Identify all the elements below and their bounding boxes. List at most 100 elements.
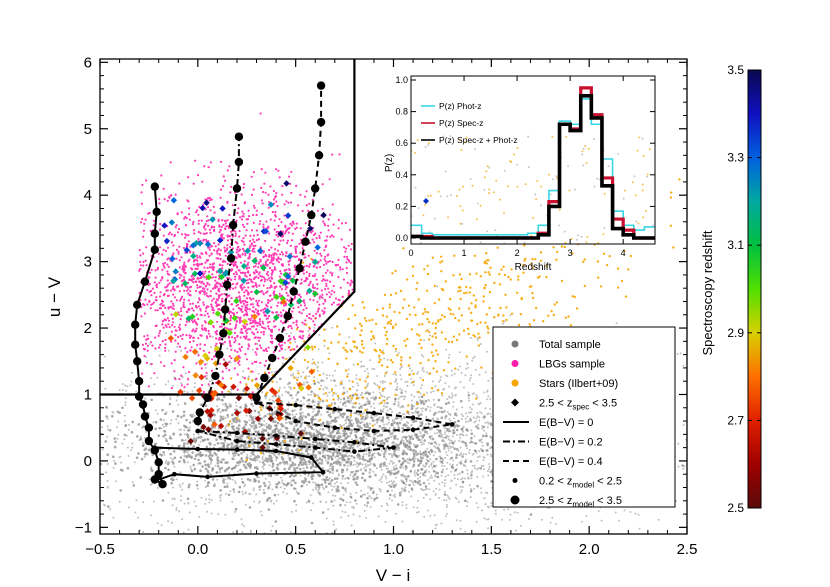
spec-z-diamond <box>277 230 284 238</box>
legend-box <box>492 326 676 508</box>
inset-bleed-dot <box>574 188 577 191</box>
model-point-high-z <box>150 229 159 238</box>
model-point-high-z <box>275 333 285 343</box>
inset-bleed-dot <box>581 150 584 153</box>
inset-series-0 <box>411 98 655 236</box>
spec-z-diamond <box>209 216 216 223</box>
inset-bleed-dot <box>458 139 461 142</box>
colorbar-tick-label: 3.5 <box>727 63 744 77</box>
spec-z-diamond <box>182 353 189 361</box>
spec-z-diamond <box>271 389 279 396</box>
y-tick-label: 3 <box>84 254 92 271</box>
inset-x-tick-label: 3 <box>568 248 573 258</box>
spec-z-diamond <box>284 212 292 219</box>
y-tick-label: 1 <box>84 386 92 403</box>
spec-z-diamond <box>207 411 214 419</box>
inset-y-tick-label: 0.6 <box>395 138 408 148</box>
inset-y-tick-label: 0.8 <box>395 107 408 117</box>
model-point-high-z <box>295 264 304 273</box>
y-tick-label: 4 <box>84 187 92 204</box>
y-tick-label: 2 <box>84 320 92 337</box>
colorbar: 2.5 2.7 2.9 3.1 3.3 3.5 Spectroscopy redshift <box>700 63 762 515</box>
model-point-high-z <box>311 184 320 193</box>
spec-z-diamond <box>219 205 226 212</box>
inset-bleed-dot <box>602 233 605 236</box>
spec-z-diamond <box>190 252 197 260</box>
inset-bleed-dot <box>646 173 649 176</box>
inset-bleed-dot <box>460 148 463 151</box>
colorbar-tick-label: 2.5 <box>727 501 744 515</box>
model-point-low-z <box>254 400 259 405</box>
model-point-low-z <box>234 430 240 436</box>
model-point-high-z <box>219 329 228 338</box>
inset-bleed-dot <box>449 135 452 138</box>
inset-bleed-dot <box>509 160 512 163</box>
inset-bleed-dot <box>461 222 464 225</box>
model-point-high-z <box>307 210 316 220</box>
inset-bleed-dot <box>419 241 422 244</box>
colorbar-tick-label: 3.1 <box>727 238 744 252</box>
model-point-high-z <box>234 132 244 141</box>
model-point-low-z <box>410 427 416 433</box>
legend-entry: E(B−V) = 0.4 <box>503 456 603 468</box>
inset-bleed-dot <box>586 236 589 238</box>
inset-bleed-dot <box>582 147 585 150</box>
inset-x-tick-label: 4 <box>621 248 626 258</box>
inset-bleed-dot <box>495 179 498 182</box>
model-point-high-z <box>154 470 163 479</box>
model-point-high-z <box>301 237 310 246</box>
inset-bleed-dot <box>506 185 509 188</box>
spec-z-diamond <box>320 211 327 219</box>
model-point-high-z <box>232 184 242 193</box>
model-point-high-z <box>140 412 150 421</box>
spec-z-diamond <box>312 258 319 266</box>
inset-axes: 0 1 2 3 4 0.0 0.2 0.4 0.6 0.8 1.0 <box>395 75 655 258</box>
inset-y-axis-label: P(z) <box>384 154 395 172</box>
inset-bleed-dot <box>535 198 538 201</box>
model-point-high-z <box>289 287 298 296</box>
spec-z-diamond <box>273 314 280 321</box>
model-point-high-z <box>283 311 292 321</box>
x-tick-label: 0.0 <box>187 541 208 558</box>
x-tick-label: 1.5 <box>481 541 502 558</box>
y-tick-label: 6 <box>84 54 92 71</box>
inset-series-2 <box>411 94 655 240</box>
inset-bleed-dot <box>524 183 527 186</box>
model-point-low-z <box>205 474 210 480</box>
legend-entry: 0.2 < zmodel < 2.5 <box>512 476 622 490</box>
inset-bleed-dot <box>641 137 644 140</box>
inset-bleed-dot <box>427 142 430 145</box>
spec-z-diamond <box>227 248 235 256</box>
inset-bleed-dot <box>593 185 596 188</box>
spec-z-diamond <box>283 180 290 187</box>
inset-bleed-dot <box>486 230 489 233</box>
spec-z-diamond <box>287 301 295 308</box>
model-point-low-z <box>320 469 326 475</box>
inset-bleed-dot <box>617 152 620 155</box>
model-point-high-z <box>228 220 238 230</box>
model-point-high-z <box>131 320 140 329</box>
spec-z-diamond <box>202 352 209 359</box>
inset-bleed-dot <box>575 238 578 241</box>
spec-z-diamond <box>241 318 248 325</box>
inset-bleed-dot <box>635 220 638 223</box>
model-point-low-z <box>293 418 299 424</box>
spec-z-diamond <box>198 374 205 381</box>
track-solid-3 <box>154 446 326 482</box>
inset-scatter-bleed <box>411 135 654 244</box>
spec-z-diamond <box>254 415 262 422</box>
spec-z-diamond <box>191 348 199 355</box>
inset-y-tick-label: 0.4 <box>395 170 408 180</box>
inset-bleed-dot <box>534 193 537 196</box>
legend-label: E(B−V) = 0.4 <box>539 456 603 468</box>
legend-entry: LBGs sample <box>511 359 605 371</box>
model-point-low-z <box>352 440 357 445</box>
inset-bleed-dot <box>536 180 539 182</box>
inset-bleed-dot <box>607 165 610 168</box>
inset-bleed-dot <box>565 135 568 138</box>
spec-z-diamond <box>282 279 289 286</box>
model-point-low-z <box>312 445 318 450</box>
inset-bleed-dot <box>474 148 477 151</box>
inset-bleed-dot <box>585 162 588 165</box>
inset-bleed-dot <box>603 226 606 229</box>
